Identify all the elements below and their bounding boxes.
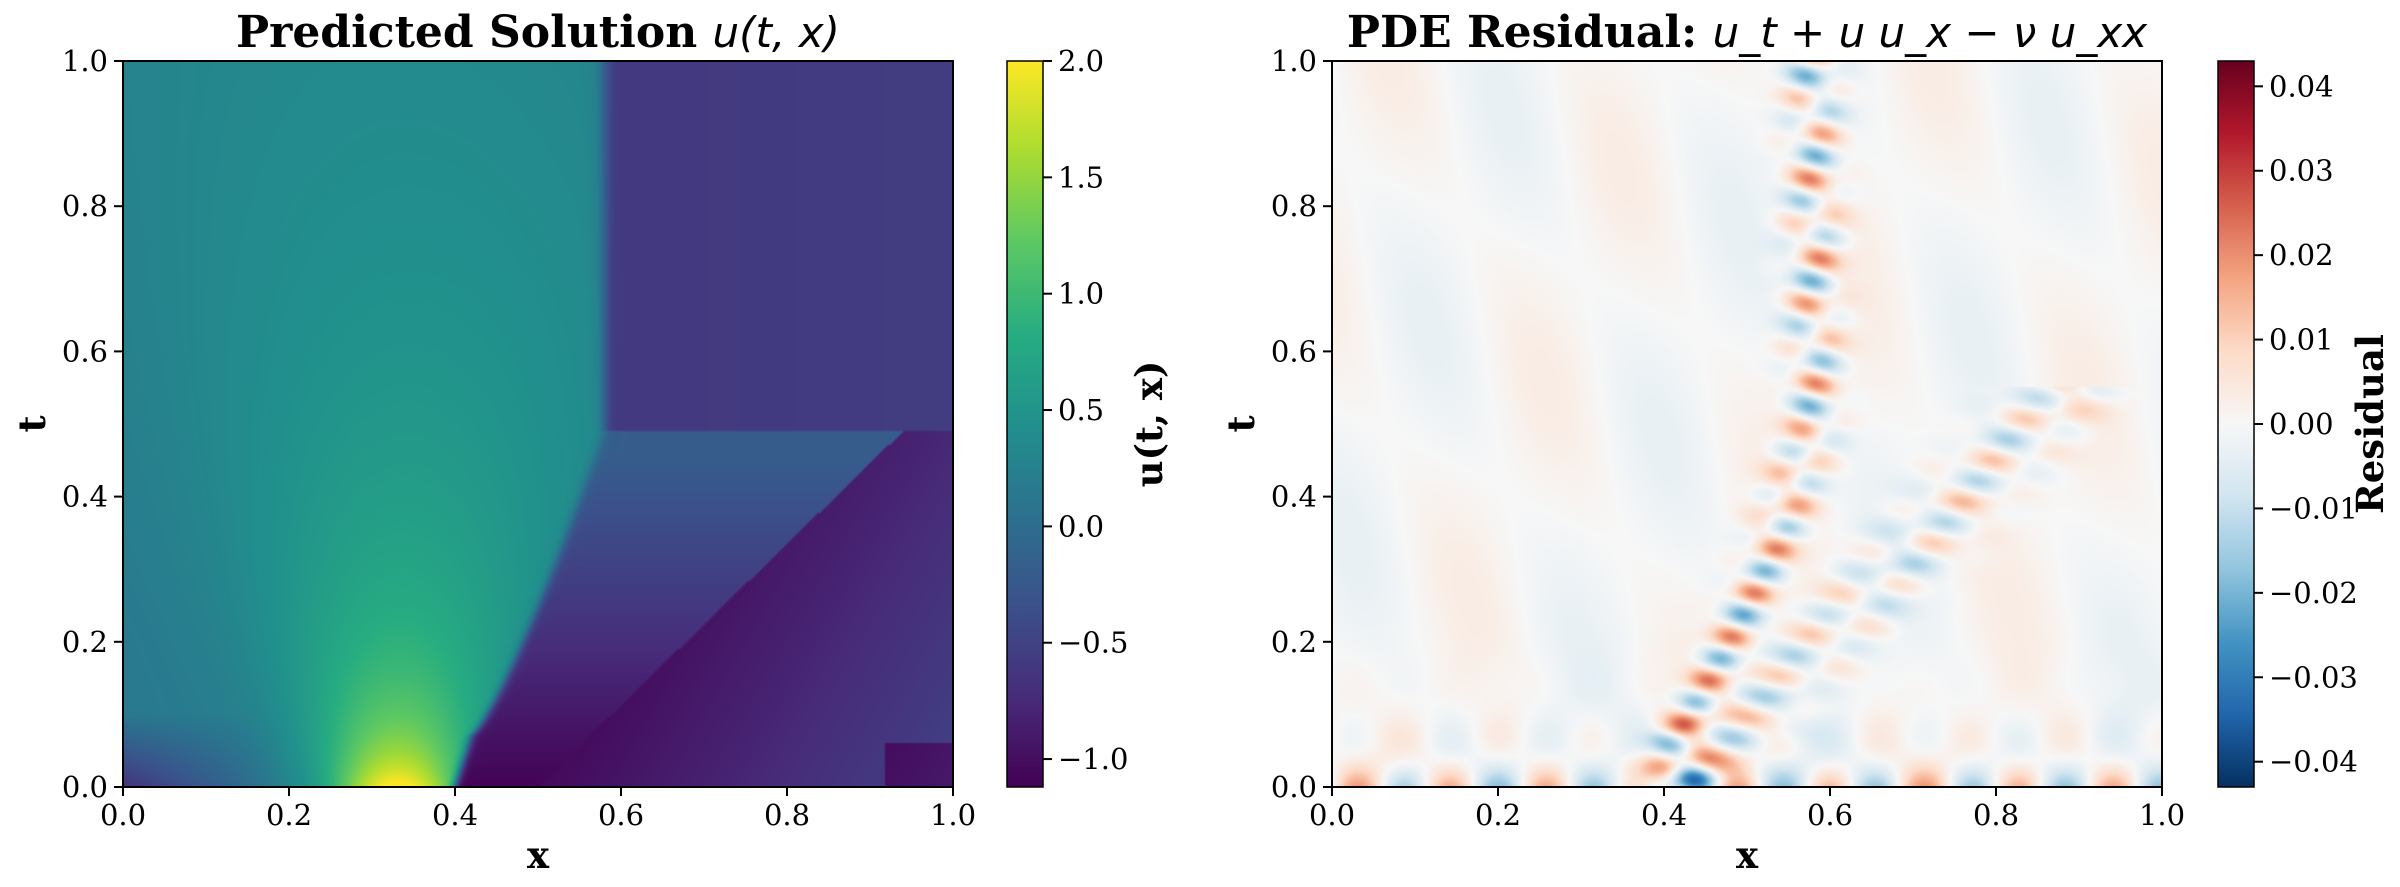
right-plot-area — [1331, 60, 2163, 788]
right-colorbar-tick-label: 0.04 — [2269, 69, 2334, 103]
left-y-tick-label: 1.0 — [62, 44, 108, 78]
right-colorbar-label: Residual — [2348, 334, 2392, 514]
right-x-tick-label: 0.2 — [1475, 798, 1521, 832]
left-x-tick-label: 0.0 — [100, 798, 146, 832]
left-y-tick-label: 0.2 — [62, 625, 108, 659]
left-y-tick-label: 0.6 — [62, 334, 108, 368]
left-colorbar-tick-label: −0.5 — [1058, 626, 1128, 660]
left-colorbar-tick-label: 0.0 — [1058, 509, 1104, 543]
right-x-tick-label: 0.8 — [1973, 798, 2019, 832]
right-colorbar-tick-label: −0.01 — [2269, 491, 2358, 525]
left-x-tick-label: 0.2 — [266, 798, 312, 832]
right-colorbar-tick-label: −0.02 — [2269, 576, 2358, 610]
left-x-tick-label: 1.0 — [930, 798, 976, 832]
left-colorbar-label: u(t, x) — [1127, 361, 1171, 488]
left-colorbar-gradient — [1007, 61, 1043, 787]
left-y-axis-label: t — [10, 415, 54, 432]
right-colorbar-tick-label: 0.03 — [2269, 154, 2334, 188]
left-colorbar-ticks: −1.0 −0.5 0.0 0.5 1.0 1.5 2.0 — [1043, 44, 1128, 776]
right-x-axis-label: x — [1736, 833, 1759, 877]
left-plot-area — [122, 60, 954, 788]
left-x-tick-label: 0.6 — [598, 798, 644, 832]
left-y-tick-label: 0.0 — [62, 770, 108, 804]
left-y-tick-label: 0.8 — [62, 189, 108, 223]
left-axes-frame — [122, 60, 954, 788]
left-colorbar-tick-label: 2.0 — [1058, 44, 1104, 78]
right-colorbar-tick-label: 0.02 — [2269, 238, 2334, 272]
right-title: PDE Residual: u_t + u u_x − ν u_xx — [1347, 7, 2148, 58]
right-colorbar-gradient — [2218, 61, 2254, 787]
left-colorbar: −1.0 −0.5 0.0 0.5 1.0 1.5 2.0 u(t, x) — [1006, 44, 1171, 788]
right-colorbar: −0.04 −0.03 −0.02 −0.01 0.00 0.01 0.02 0.03 0.04… — [2217, 60, 2392, 788]
right-y-tick-label: 1.0 — [1271, 44, 1317, 78]
left-colorbar-frame — [1006, 60, 1044, 788]
left-x-axis-label: x — [527, 833, 550, 877]
left-x-tick-label: 0.8 — [764, 798, 810, 832]
right-axes-frame — [1331, 60, 2163, 788]
right-x-tick-label: 0.6 — [1807, 798, 1853, 832]
left-axis-ticks: 0.0 0.2 0.4 0.6 0.8 1.0 0.0 0.2 0.4 0.6 0.8 1.0 — [62, 44, 976, 832]
right-x-tick-label: 0.4 — [1641, 798, 1687, 832]
right-y-tick-label: 0.2 — [1271, 625, 1317, 659]
right-y-tick-label: 0.4 — [1271, 480, 1317, 514]
left-colorbar-tick-label: 1.0 — [1058, 277, 1104, 311]
left-y-tick-label: 0.4 — [62, 480, 108, 514]
right-colorbar-tick-label: 0.00 — [2269, 407, 2334, 441]
right-axis-ticks: 0.0 0.2 0.4 0.6 0.8 1.0 0.0 0.2 0.4 0.6 0.8 1.0 — [1271, 44, 2185, 832]
right-colorbar-tick-label: 0.01 — [2269, 323, 2334, 357]
right-y-tick-label: 0.8 — [1271, 189, 1317, 223]
left-colorbar-tick-label: −1.0 — [1058, 742, 1128, 776]
right-x-tick-label: 1.0 — [2139, 798, 2185, 832]
right-x-tick-label: 0.0 — [1309, 798, 1355, 832]
right-y-tick-label: 0.6 — [1271, 334, 1317, 368]
right-heatmap-image — [1332, 61, 2162, 787]
left-heatmap-image — [123, 61, 953, 787]
left-colorbar-tick-label: 1.5 — [1058, 160, 1104, 194]
right-y-tick-label: 0.0 — [1271, 770, 1317, 804]
left-colorbar-tick-label: 0.5 — [1058, 393, 1104, 427]
left-x-tick-label: 0.4 — [432, 798, 478, 832]
left-title: Predicted Solution u(t, x) — [236, 7, 840, 58]
right-colorbar-tick-label: −0.04 — [2269, 745, 2358, 779]
right-colorbar-ticks: −0.04 −0.03 −0.02 −0.01 0.00 0.01 0.02 0.03 0.04 — [2254, 69, 2358, 779]
right-y-axis-label: t — [1219, 415, 1263, 432]
right-colorbar-tick-label: −0.03 — [2269, 660, 2358, 694]
